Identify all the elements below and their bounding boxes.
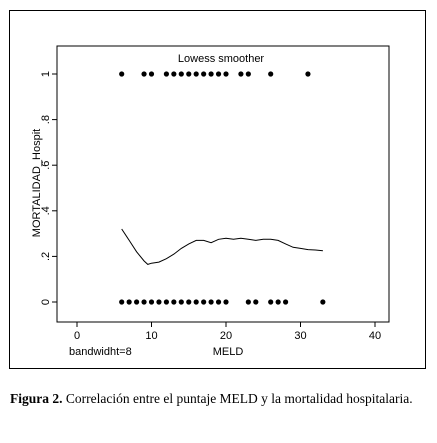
- data-point: [178, 71, 184, 77]
- data-point: [320, 299, 326, 305]
- y-tick-label: 1: [40, 71, 52, 77]
- data-point: [171, 71, 177, 77]
- y-axis: 0 .2 .4 .6 .8 1: [40, 71, 57, 305]
- y-tick-label: 0: [40, 299, 52, 305]
- caption-lead: Figura 2.: [10, 391, 63, 406]
- data-point: [223, 299, 229, 305]
- data-point: [119, 299, 125, 305]
- data-point: [215, 71, 222, 77]
- data-point: [208, 299, 214, 305]
- data-point: [156, 299, 162, 305]
- data-point: [141, 71, 147, 77]
- data-point: [163, 299, 169, 305]
- data-point: [178, 299, 184, 305]
- x-tick-label: 10: [145, 330, 157, 342]
- data-point: [245, 71, 251, 77]
- data-point: [126, 299, 132, 305]
- x-tick-label: 20: [220, 330, 232, 342]
- data-point: [186, 71, 192, 77]
- data-point: [283, 299, 289, 305]
- bandwidth-note: bandwidht=8: [69, 346, 132, 358]
- y-tick-label: .4: [40, 206, 52, 215]
- y-tick-label: .8: [40, 115, 52, 124]
- data-point: [305, 71, 311, 77]
- lowess-chart: Lowess smoother 0 .2 .4 .6 .8 1 0 10 20 30 40 MOR…: [31, 45, 390, 358]
- x-tick-label: 0: [74, 330, 80, 342]
- data-point: [201, 299, 207, 305]
- data-point: [171, 299, 177, 305]
- data-point: [163, 71, 169, 77]
- caption-text: Correlación entre el puntaje MELD y la m…: [62, 391, 413, 406]
- data-point: [215, 299, 222, 305]
- y-axis-label: MORTALIDAD_Hospit: [31, 129, 43, 237]
- figure-caption: Figura 2. Correlación entre el puntaje M…: [10, 391, 427, 407]
- figure-frame: Lowess smoother 0 .2 .4 .6 .8 1 0 10 20 30 40 MOR…: [9, 10, 426, 369]
- data-points: [119, 71, 326, 305]
- x-axis-label: MELD: [213, 346, 244, 358]
- data-point: [148, 299, 155, 305]
- data-point: [268, 71, 274, 77]
- data-point: [223, 71, 229, 77]
- data-point: [245, 299, 251, 305]
- plot-area: [56, 45, 390, 323]
- x-tick-label: 30: [294, 330, 306, 342]
- y-tick-label: .2: [40, 252, 52, 261]
- x-axis: 0 10 20 30 40: [74, 322, 381, 342]
- x-tick-label: 40: [369, 330, 381, 342]
- data-point: [193, 299, 199, 305]
- data-point: [119, 71, 125, 77]
- data-point: [268, 299, 274, 305]
- lowess-line: [121, 228, 323, 265]
- data-point: [193, 71, 199, 77]
- data-point: [134, 299, 140, 305]
- chart-title: Lowess smoother: [178, 53, 265, 65]
- y-tick-label: .6: [40, 161, 52, 170]
- data-point: [253, 299, 259, 305]
- data-point: [208, 71, 214, 77]
- data-point: [275, 299, 281, 305]
- data-point: [141, 299, 147, 305]
- data-point: [201, 71, 207, 77]
- data-point: [148, 71, 155, 77]
- data-point: [238, 71, 244, 77]
- data-point: [186, 299, 192, 305]
